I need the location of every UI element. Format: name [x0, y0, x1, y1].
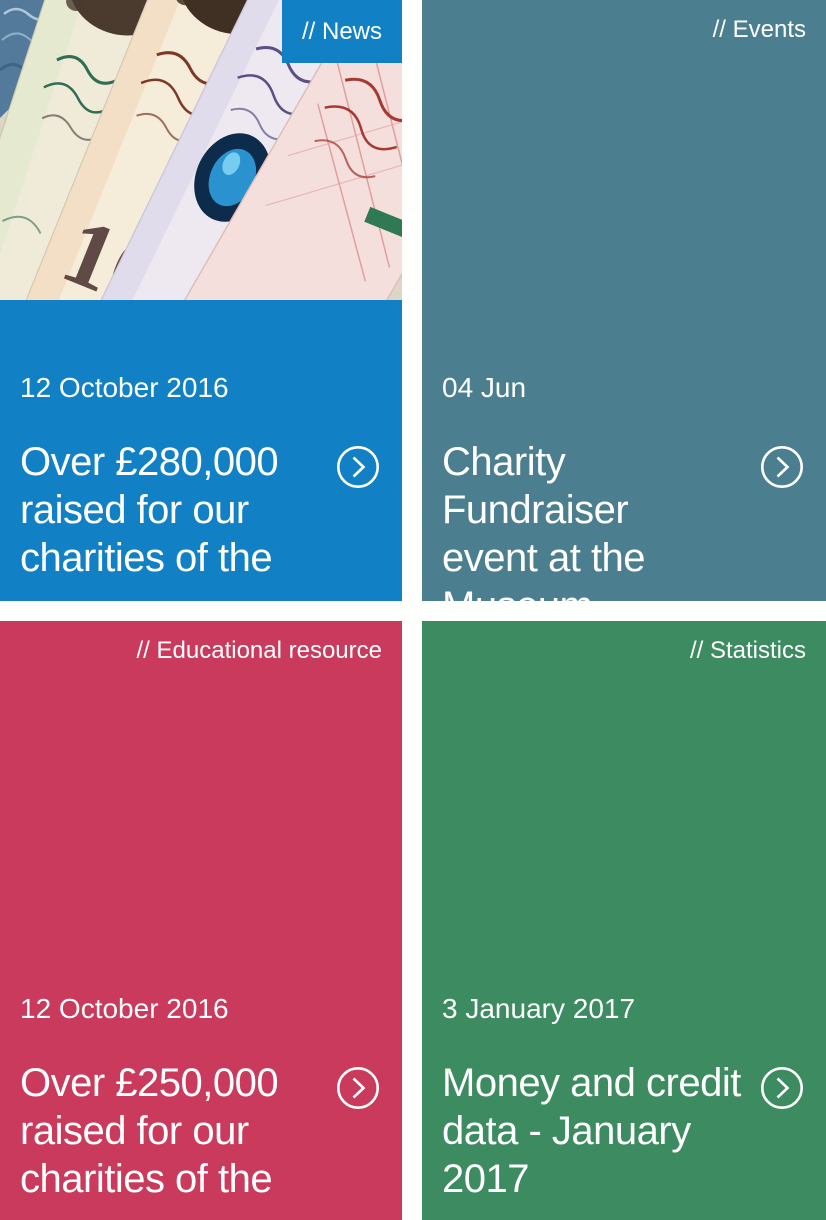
category-badge-label: // News: [301, 17, 382, 45]
arrow-circle-icon[interactable]: [336, 445, 380, 489]
card-date: 12 October 2016: [20, 993, 229, 1024]
card-date: 3 January 2017: [442, 993, 636, 1024]
card-title: Charity Fundraiser event at the Museum: [442, 440, 646, 601]
category-badge: // News: [281, 0, 402, 63]
card-educational-resource[interactable]: // Educational resource 12 October 2016 …: [0, 621, 402, 1220]
card-date: 12 October 2016: [20, 372, 229, 403]
card-news[interactable]: FIVE TEN 10: [0, 0, 402, 601]
arrow-circle-icon[interactable]: [760, 1066, 804, 1110]
card-title: Over £250,000 raised for our charities o…: [20, 1061, 279, 1201]
category-label: // Educational resource: [136, 637, 382, 664]
card-events[interactable]: // Events 04 Jun Charity Fundraiser even…: [422, 0, 826, 601]
banknotes-photo: FIVE TEN 10: [0, 0, 402, 300]
category-label: // Statistics: [689, 637, 806, 664]
arrow-circle-icon[interactable]: [760, 445, 804, 489]
category-label: // Events: [712, 16, 806, 43]
card-title: Money and credit data - January 2017: [442, 1061, 741, 1201]
card-title: Over £280,000 raised for our charities o…: [20, 440, 279, 580]
card-date: 04 Jun: [442, 372, 527, 403]
arrow-circle-icon[interactable]: [336, 1066, 380, 1110]
banknote-fifty: [182, 0, 402, 300]
card-statistics[interactable]: // Statistics 3 January 2017 Money and c…: [422, 621, 826, 1220]
